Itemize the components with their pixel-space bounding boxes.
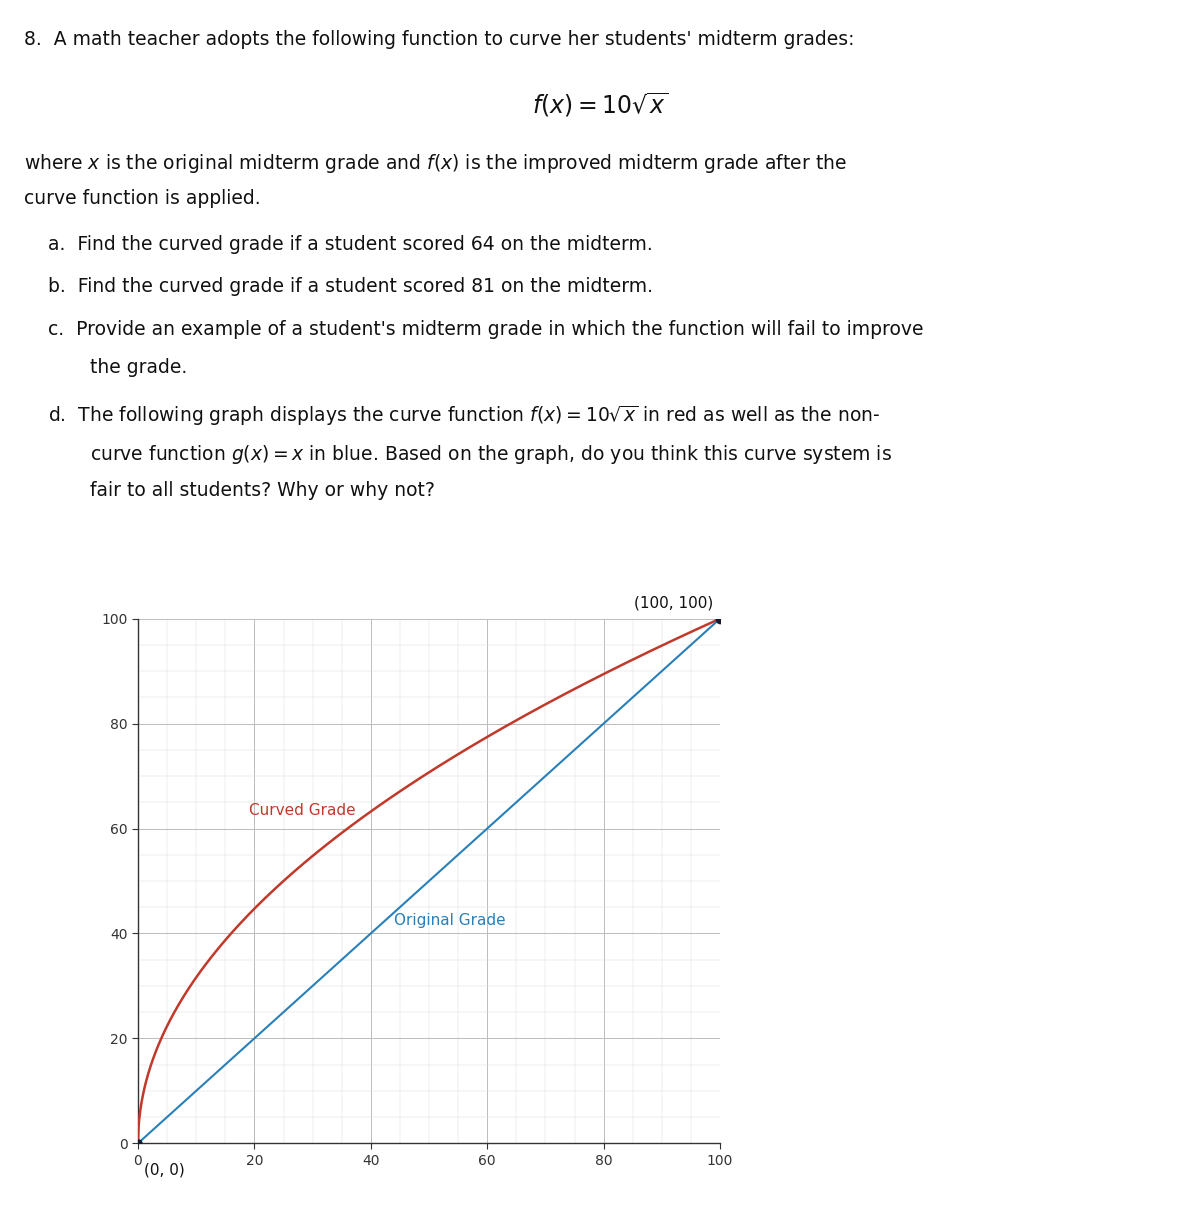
Text: (100, 100): (100, 100) <box>634 596 713 610</box>
Text: where $x$ is the original midterm grade and $f(x)$ is the improved midterm grade: where $x$ is the original midterm grade … <box>24 152 847 175</box>
Text: Original Grade: Original Grade <box>394 913 505 929</box>
Text: a.  Find the curved grade if a student scored 64 on the midterm.: a. Find the curved grade if a student sc… <box>48 235 653 254</box>
Text: d.  The following graph displays the curve function $f(x) = 10\sqrt{x}$ in red a: d. The following graph displays the curv… <box>48 404 881 428</box>
Text: $f(x) = 10\sqrt{x}$: $f(x) = 10\sqrt{x}$ <box>532 90 668 119</box>
Text: b.  Find the curved grade if a student scored 81 on the midterm.: b. Find the curved grade if a student sc… <box>48 277 653 297</box>
Text: (0, 0): (0, 0) <box>144 1163 185 1178</box>
Text: c.  Provide an example of a student's midterm grade in which the function will f: c. Provide an example of a student's mid… <box>48 320 924 339</box>
Text: curve function $g(x) = x$ in blue. Based on the graph, do you think this curve s: curve function $g(x) = x$ in blue. Based… <box>90 443 892 466</box>
Text: the grade.: the grade. <box>90 358 187 377</box>
Text: Curved Grade: Curved Grade <box>248 803 355 818</box>
Text: curve function is applied.: curve function is applied. <box>24 189 260 209</box>
Text: 8.  A math teacher adopts the following function to curve her students' midterm : 8. A math teacher adopts the following f… <box>24 30 854 49</box>
Text: fair to all students? Why or why not?: fair to all students? Why or why not? <box>90 481 434 500</box>
